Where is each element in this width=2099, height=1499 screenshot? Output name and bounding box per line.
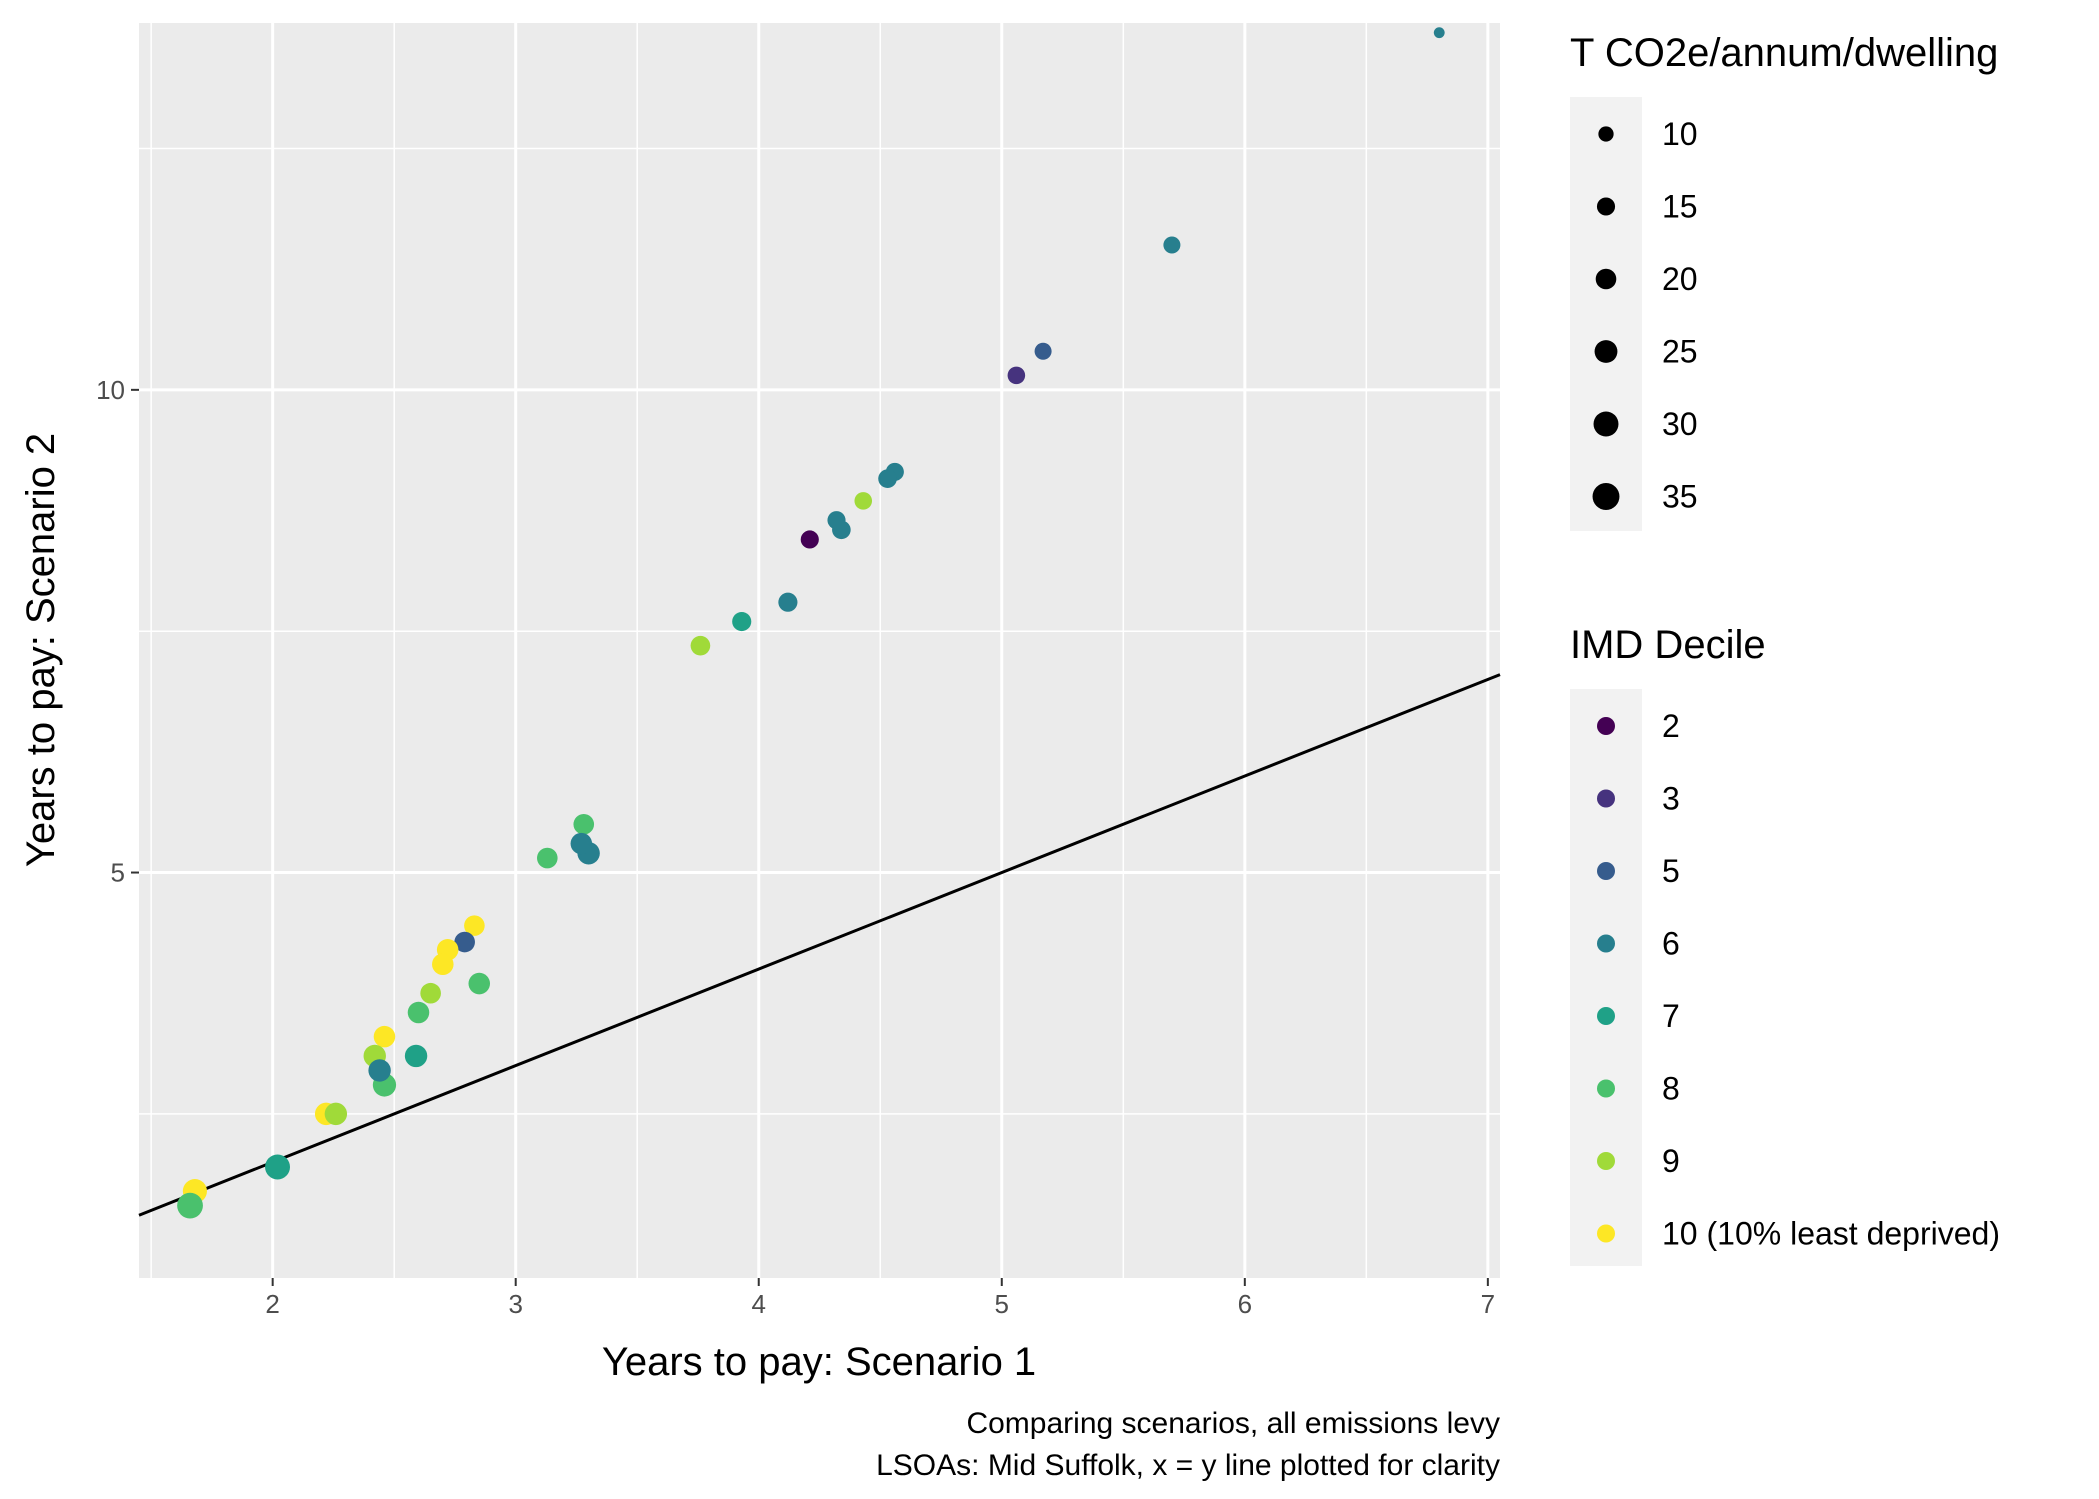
size-legend-key <box>1595 268 1617 290</box>
data-point <box>404 1044 428 1068</box>
plot-panel <box>139 23 1500 1278</box>
data-point <box>854 492 873 510</box>
data-point <box>265 1154 291 1180</box>
color-legend-label: 5 <box>1662 853 1680 889</box>
size-legend-keys-background <box>1570 97 1642 531</box>
x-tick-label: 3 <box>508 1289 522 1319</box>
color-legend-label: 10 (10% least deprived) <box>1662 1216 2000 1252</box>
data-point <box>732 611 752 632</box>
color-legend-label: 3 <box>1662 781 1680 817</box>
color-legend-label: 9 <box>1662 1143 1680 1179</box>
y-axis-ticks: 5 10 <box>96 375 139 888</box>
x-tick-label: 4 <box>752 1289 766 1319</box>
data-point <box>878 469 897 488</box>
size-legend-title: T CO2e/annum/dwelling <box>1570 31 1998 75</box>
size-legend-label: 35 <box>1662 479 1698 515</box>
color-legend-key <box>1597 789 1615 808</box>
x-tick-label: 6 <box>1238 1289 1252 1319</box>
x-equals-y-line <box>138 673 1501 1217</box>
size-legend-key <box>1594 340 1618 363</box>
color-legend-label: 6 <box>1662 926 1680 962</box>
color-legend-label: 2 <box>1662 708 1680 744</box>
color-legend-keys-background <box>1570 689 1642 1266</box>
data-point <box>690 635 711 656</box>
data-point <box>373 1025 396 1048</box>
color-legend-title: IMD Decile <box>1570 623 1766 667</box>
data-point <box>324 1102 348 1126</box>
y-tick-label: 5 <box>111 858 125 888</box>
color-legend: 2 3 5 6 7 8 9 10 (10% least deprived) <box>1597 708 2000 1252</box>
caption-line-2: LSOAs: Mid Suffolk, x = y line plotted f… <box>876 1449 1500 1482</box>
data-point <box>468 972 491 995</box>
data-point <box>537 847 558 869</box>
color-legend-key <box>1597 1007 1615 1025</box>
data-point <box>407 1001 430 1024</box>
data-point <box>464 915 485 936</box>
x-tick-label: 2 <box>265 1289 279 1319</box>
y-tick-label: 10 <box>96 375 125 405</box>
data-point <box>1433 27 1445 39</box>
color-legend-key <box>1597 717 1615 735</box>
y-axis-title: Years to pay: Scenario 2 <box>19 433 63 867</box>
data-point <box>570 832 593 855</box>
color-legend-key <box>1597 1152 1615 1170</box>
data-point <box>420 982 441 1004</box>
size-legend-label: 25 <box>1662 334 1698 370</box>
size-legend-label: 15 <box>1662 189 1698 225</box>
size-legend-key <box>1593 411 1619 437</box>
x-tick-label: 5 <box>995 1289 1009 1319</box>
caption-line-1: Comparing scenarios, all emissions levy <box>966 1407 1500 1440</box>
size-legend-label: 10 <box>1662 116 1698 152</box>
color-legend-label: 7 <box>1662 998 1680 1034</box>
data-point <box>778 592 798 612</box>
data-point <box>1034 342 1052 360</box>
color-legend-key <box>1597 862 1615 880</box>
data-point <box>573 813 595 835</box>
size-legend-key <box>1598 126 1614 142</box>
color-legend-label: 8 <box>1662 1071 1680 1107</box>
data-point <box>1163 236 1181 254</box>
minor-gridlines <box>139 23 1500 1278</box>
color-legend-key <box>1597 934 1615 953</box>
size-legend-key <box>1592 483 1620 510</box>
x-axis-ticks: 2 3 4 5 6 7 <box>265 1278 1495 1319</box>
data-point <box>1007 366 1026 385</box>
major-gridlines <box>139 23 1500 1278</box>
size-legend-label: 20 <box>1662 261 1698 297</box>
data-point <box>800 530 819 549</box>
data-point <box>177 1192 203 1219</box>
x-tick-label: 7 <box>1481 1289 1495 1319</box>
data-point <box>368 1059 391 1082</box>
data-points <box>177 27 1445 1219</box>
color-legend-key <box>1597 1224 1615 1243</box>
data-point <box>827 511 846 530</box>
size-legend-label: 30 <box>1662 406 1698 442</box>
color-legend-key <box>1597 1079 1615 1098</box>
size-legend-key <box>1596 197 1616 216</box>
x-axis-title: Years to pay: Scenario 1 <box>602 1340 1036 1384</box>
size-legend: 10 15 20 25 30 35 <box>1592 116 1698 515</box>
data-point <box>432 953 454 976</box>
data-point <box>454 931 475 953</box>
